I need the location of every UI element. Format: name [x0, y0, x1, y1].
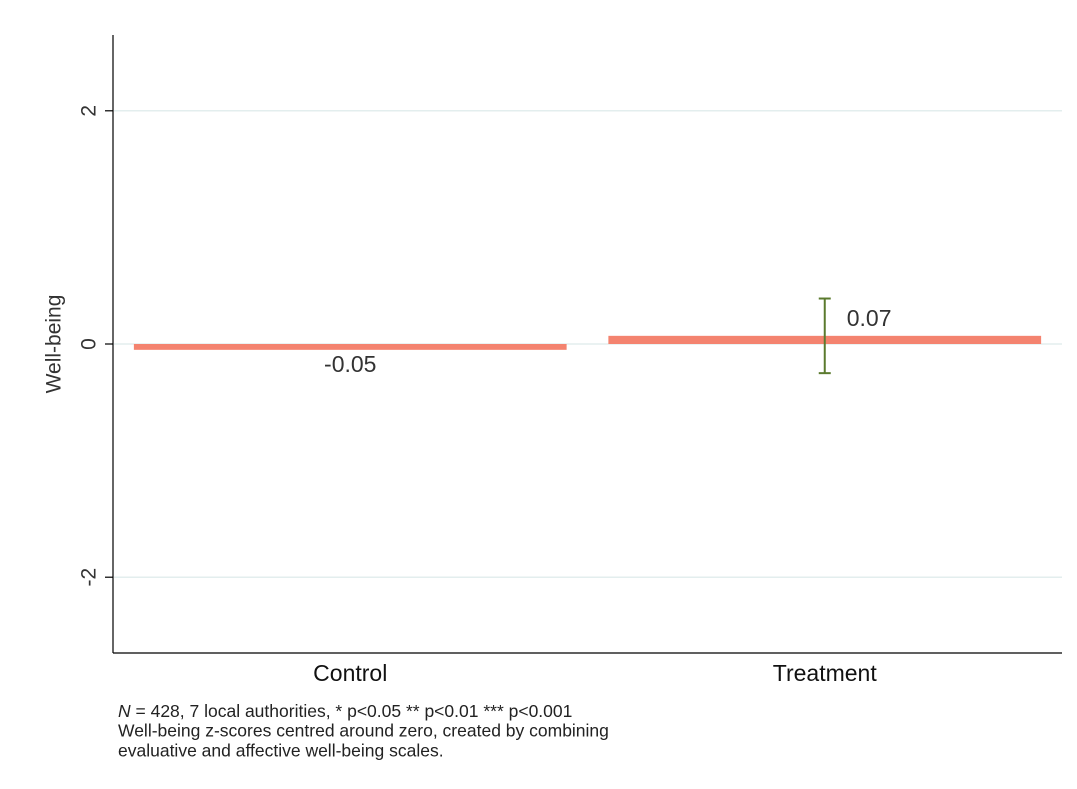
x-tick-label: Treatment: [773, 660, 878, 686]
x-tick-label: Control: [313, 660, 387, 686]
value-label: -0.05: [324, 351, 376, 377]
y-axis-label: Well-being: [43, 295, 66, 394]
note: N = 428, 7 local authorities, * p<0.05 *…: [118, 701, 572, 721]
note-line: = 428, 7 local authorities, * p<0.05 ** …: [131, 701, 573, 721]
bar: [133, 344, 567, 350]
value-label: 0.07: [847, 305, 892, 331]
y-tick-label: -2: [78, 568, 101, 587]
error-bar: [818, 297, 831, 375]
y-tick-label: 2: [78, 105, 101, 117]
note-line: evaluative and affective well-being scal…: [118, 741, 444, 761]
note-line: Well-being z-scores centred around zero,…: [118, 721, 609, 741]
note-italic: N: [118, 701, 131, 721]
y-tick-label: 0: [78, 338, 101, 350]
